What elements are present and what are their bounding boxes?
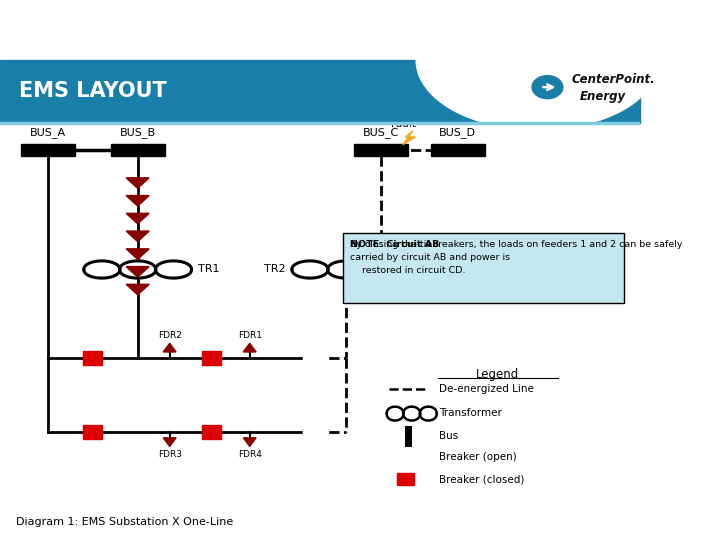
Polygon shape <box>402 131 415 145</box>
Bar <box>397 473 413 485</box>
Bar <box>230 328 269 343</box>
Polygon shape <box>243 343 256 352</box>
Text: FDR1: FDR1 <box>238 331 261 340</box>
Text: BUS_B: BUS_B <box>120 127 156 138</box>
Text: Transformer: Transformer <box>438 408 501 418</box>
Text: EMS LAYOUT: EMS LAYOUT <box>19 82 167 102</box>
Bar <box>111 144 165 156</box>
Polygon shape <box>243 438 256 447</box>
Bar <box>84 350 102 365</box>
Text: FDR2: FDR2 <box>158 331 181 340</box>
Text: FDR4: FDR4 <box>238 450 261 458</box>
Text: Breaker (open): Breaker (open) <box>438 453 516 462</box>
Bar <box>304 350 323 365</box>
Circle shape <box>532 76 563 99</box>
Text: FDR3: FDR3 <box>158 450 181 458</box>
Polygon shape <box>163 438 176 447</box>
Bar <box>397 451 413 464</box>
Bar <box>150 328 189 343</box>
Bar <box>202 425 221 439</box>
Polygon shape <box>126 249 149 259</box>
Text: Diagram 1: EMS Substation X One-Line: Diagram 1: EMS Substation X One-Line <box>16 517 233 526</box>
Text: BUS_C: BUS_C <box>363 127 399 138</box>
Text: BUS_D: BUS_D <box>439 127 477 138</box>
Polygon shape <box>163 343 176 352</box>
Bar <box>0 60 640 123</box>
Text: Fault: Fault <box>391 119 416 130</box>
Text: CenterPoint.: CenterPoint. <box>572 73 655 86</box>
Polygon shape <box>126 195 149 206</box>
Polygon shape <box>126 178 149 188</box>
Text: TR1: TR1 <box>198 264 220 274</box>
Bar <box>304 425 323 439</box>
Polygon shape <box>126 267 149 277</box>
Text: By closing the tiebreakers, the loads on feeders 1 and 2 can be safely
carried b: By closing the tiebreakers, the loads on… <box>350 240 683 275</box>
Text: Energy: Energy <box>580 90 626 103</box>
Bar <box>84 425 102 439</box>
Text: NOTE: Circuit AB: NOTE: Circuit AB <box>350 240 439 249</box>
Polygon shape <box>126 285 149 295</box>
Text: De-energized Line: De-energized Line <box>438 384 534 394</box>
Polygon shape <box>126 213 149 224</box>
Bar <box>354 144 408 156</box>
Bar <box>230 447 269 462</box>
Ellipse shape <box>416 0 660 130</box>
Text: BUS_A: BUS_A <box>30 127 66 138</box>
Bar <box>378 357 618 490</box>
Text: Legend: Legend <box>476 368 519 381</box>
Bar <box>343 233 624 302</box>
Bar <box>431 144 485 156</box>
Text: TR2: TR2 <box>264 264 286 274</box>
Bar <box>150 447 189 462</box>
Text: Breaker (closed): Breaker (closed) <box>438 474 524 484</box>
Bar <box>202 350 221 365</box>
Bar <box>21 144 75 156</box>
Text: Bus: Bus <box>438 431 458 441</box>
Polygon shape <box>126 231 149 241</box>
